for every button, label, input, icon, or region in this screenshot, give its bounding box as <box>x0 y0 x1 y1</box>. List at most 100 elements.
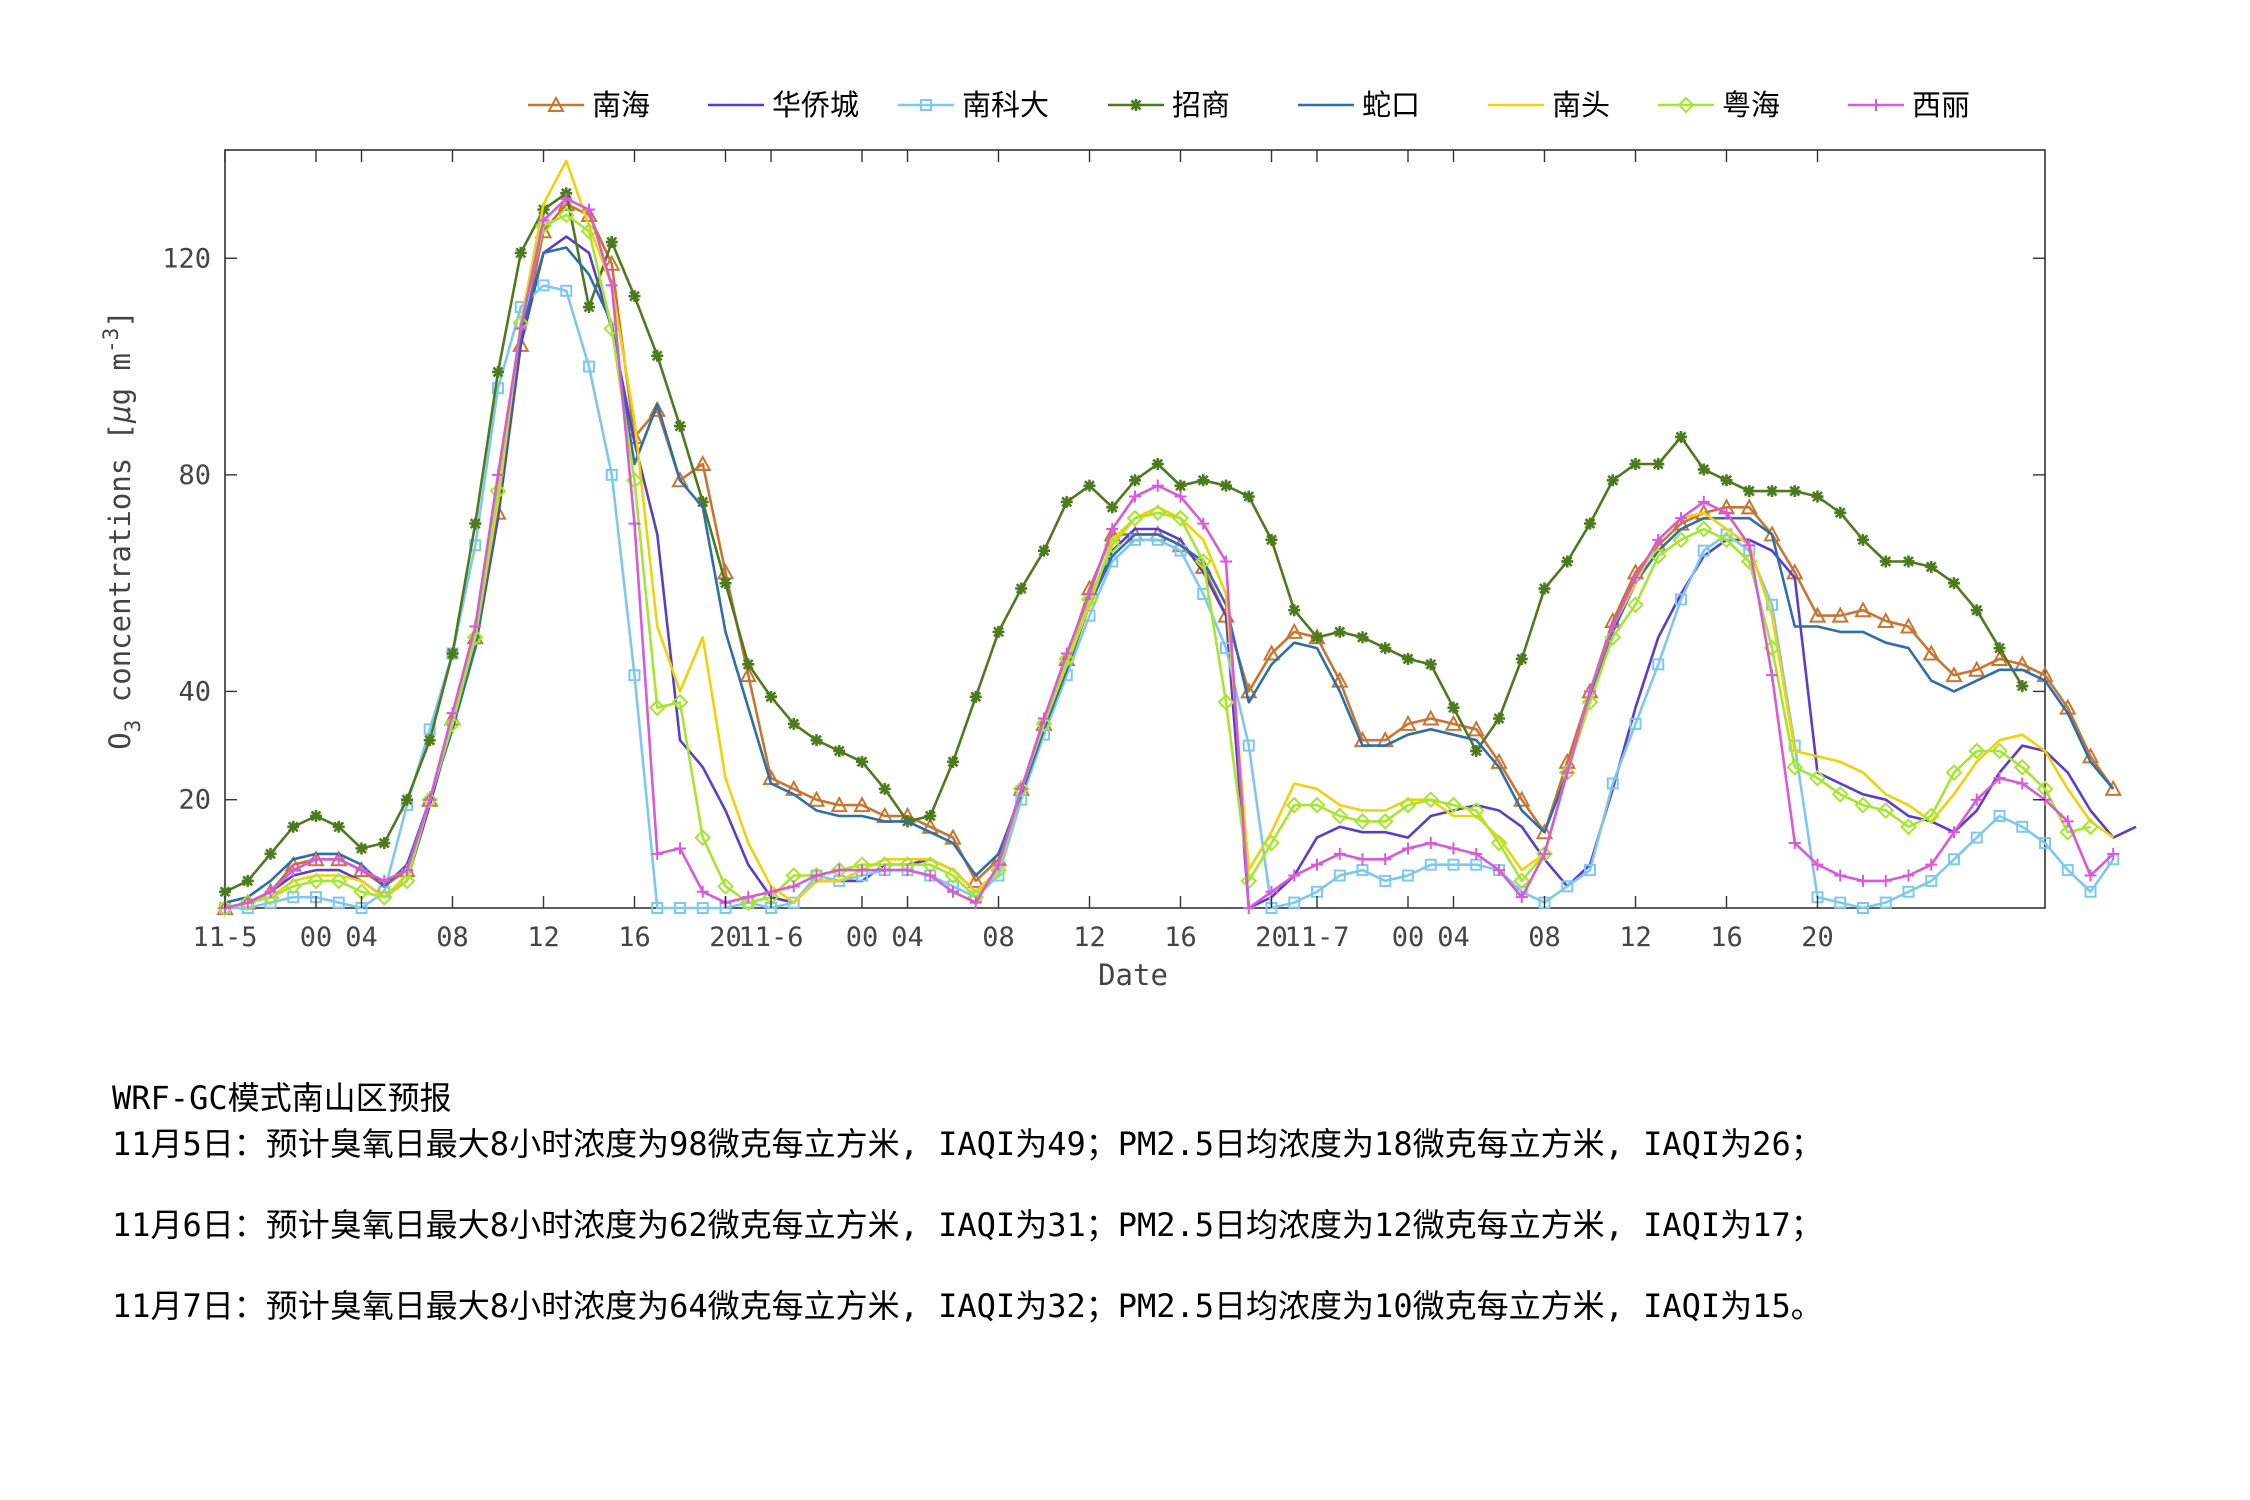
data-point <box>924 809 937 822</box>
data-point <box>1695 520 1713 538</box>
data-point <box>514 322 527 335</box>
x-tick-label: 12 <box>1073 922 1106 953</box>
data-point <box>1490 834 1508 852</box>
data-point <box>444 715 461 733</box>
legend-label: 招商 <box>1172 88 1230 122</box>
data-point <box>310 809 322 822</box>
legend-item: 华侨城 <box>708 88 859 122</box>
data-point <box>1444 714 1463 731</box>
legend-marker <box>920 99 932 111</box>
data-point <box>1584 685 1596 698</box>
data-point <box>2016 777 2029 790</box>
data-point <box>1993 642 2006 655</box>
data-point <box>2084 885 2097 898</box>
y-tick-label: 80 <box>178 460 211 491</box>
data-point <box>535 217 552 235</box>
data-point <box>628 669 641 682</box>
data-point <box>648 699 666 717</box>
data-point <box>1990 649 2009 666</box>
data-point <box>1697 544 1710 557</box>
data-point <box>1263 834 1280 852</box>
data-point <box>1126 509 1144 527</box>
x-tick-label: 04 <box>891 922 924 953</box>
data-point <box>1902 869 1915 882</box>
data-point <box>560 284 573 297</box>
data-point <box>219 885 231 898</box>
data-point <box>651 349 664 362</box>
data-point <box>1262 644 1281 661</box>
data-point <box>2061 815 2074 828</box>
data-point <box>1379 874 1392 887</box>
data-point <box>1584 864 1596 877</box>
data-point <box>560 192 573 205</box>
data-point <box>401 793 413 806</box>
data-point <box>1675 430 1687 443</box>
data-point <box>1809 769 1826 787</box>
data-point <box>1857 874 1869 887</box>
legend-label: 南科大 <box>962 88 1049 122</box>
data-point <box>674 420 686 433</box>
data-point <box>739 894 757 911</box>
data-point <box>1720 474 1733 487</box>
data-point <box>1766 485 1778 498</box>
legend-item: 蛇口 <box>1298 88 1420 122</box>
data-point <box>1197 517 1210 530</box>
data-point <box>696 495 709 508</box>
data-point <box>1331 671 1349 688</box>
forecast-line-day2: 11月6日：预计臭氧日最大8小时浓度为62微克每立方米, IAQI为31；PM2… <box>112 1206 1823 1244</box>
data-point <box>398 872 416 890</box>
x-tick-label: 08 <box>982 922 1015 953</box>
data-point <box>1922 807 1940 825</box>
legend-marker <box>547 95 565 112</box>
data-point <box>1968 742 1986 760</box>
data-point <box>241 874 254 887</box>
data-point <box>1220 479 1232 492</box>
y-label-close: ] <box>103 310 137 327</box>
legend-item: 南海 <box>528 88 650 122</box>
y-tick-label: 20 <box>178 785 211 816</box>
x-tick-label: 16 <box>618 922 651 953</box>
legend-label: 华侨城 <box>772 88 859 122</box>
data-point <box>537 279 550 292</box>
data-point <box>1493 864 1505 877</box>
data-point <box>1948 826 1960 839</box>
series-4 <box>224 246 2115 904</box>
data-point <box>628 290 641 303</box>
data-point <box>1174 479 1187 492</box>
series-7 <box>219 192 2120 914</box>
data-point <box>944 867 962 884</box>
data-point <box>1151 458 1164 471</box>
data-point <box>1561 766 1574 779</box>
data-point <box>1424 658 1437 671</box>
data-point <box>856 864 868 877</box>
data-point <box>583 301 595 314</box>
y-label-rest: concentrations [ <box>103 423 137 720</box>
data-point <box>1172 509 1189 527</box>
x-tick-label: 00 <box>846 922 879 953</box>
data-point <box>969 690 982 703</box>
data-point <box>1766 669 1778 682</box>
data-point <box>992 858 1005 871</box>
data-point <box>1970 831 1983 844</box>
data-point <box>739 666 757 683</box>
data-point <box>534 222 553 239</box>
data-point <box>1629 571 1642 584</box>
data-point <box>878 864 891 877</box>
legend-label: 西丽 <box>1912 88 1970 122</box>
data-point <box>1015 582 1028 595</box>
data-point <box>1629 458 1642 471</box>
chart-legend: 南海 华侨城 南科大 招商 蛇口 南头 粤海 西丽 <box>528 88 1970 122</box>
forecast-line-day1: 11月5日：预计臭氧日最大8小时浓度为98微克每立方米, IAQI为49；PM2… <box>112 1125 1823 1163</box>
data-point <box>1379 642 1392 655</box>
data-point <box>1356 631 1369 644</box>
data-point <box>1584 517 1596 530</box>
data-point <box>1311 631 1323 644</box>
data-point <box>765 885 777 898</box>
data-point <box>2039 837 2051 850</box>
data-point <box>2061 864 2074 877</box>
data-point <box>557 206 575 224</box>
data-point <box>787 896 800 909</box>
data-point <box>1970 604 1983 617</box>
data-point <box>1857 902 1869 914</box>
data-point <box>1060 647 1073 660</box>
